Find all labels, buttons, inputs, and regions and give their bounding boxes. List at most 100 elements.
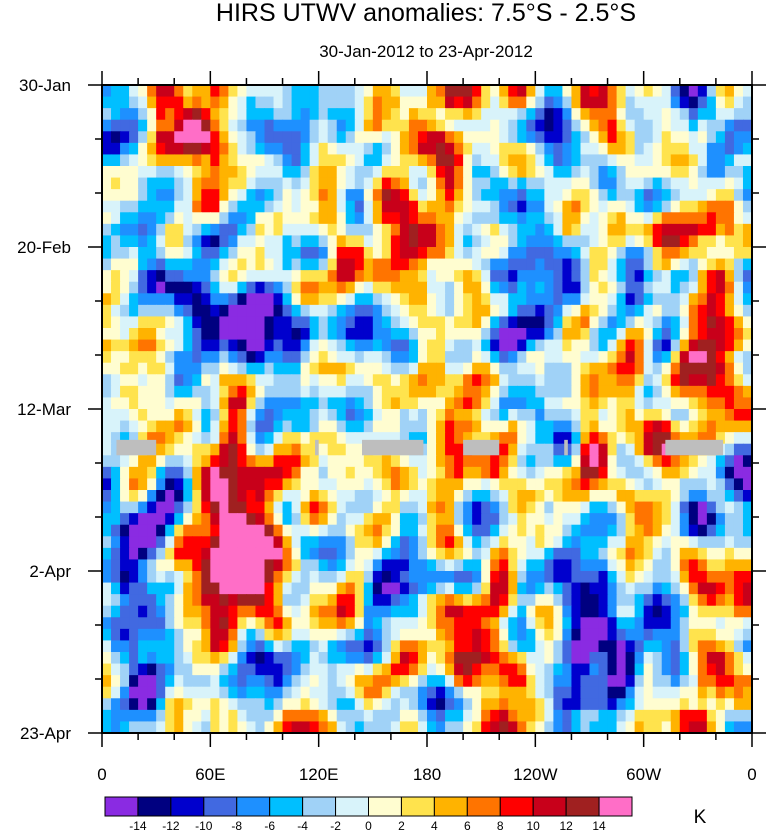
heatmap-cell: [517, 189, 527, 202]
heatmap-cell: [643, 119, 654, 132]
heatmap-cell: [417, 513, 428, 526]
heatmap-cell: [571, 536, 582, 549]
heatmap-cell: [156, 605, 166, 618]
heatmap-cell: [210, 177, 220, 190]
heatmap-cell: [399, 455, 410, 468]
heatmap-cell: [463, 652, 473, 665]
heatmap-cell: [345, 362, 356, 375]
heatmap-cell: [120, 490, 130, 503]
heatmap-cell: [706, 397, 717, 410]
heatmap-cell: [327, 247, 338, 260]
heatmap-cell: [715, 547, 726, 561]
heatmap-cell: [571, 547, 582, 561]
heatmap-cell: [697, 131, 708, 144]
heatmap-cell: [237, 640, 248, 653]
heatmap-cell: [273, 119, 284, 132]
heatmap-cell: [399, 675, 410, 688]
heatmap-cell: [192, 142, 202, 156]
heatmap-cell: [210, 663, 220, 676]
heatmap-cell: [454, 501, 464, 514]
heatmap-cell: [724, 490, 735, 503]
heatmap-cell: [291, 652, 302, 665]
heatmap-cell: [526, 166, 536, 179]
heatmap-cell: [192, 166, 202, 179]
heatmap-cell: [679, 108, 690, 121]
heatmap-cell: [327, 304, 338, 318]
heatmap-cell: [589, 652, 600, 665]
heatmap-cell: [129, 455, 139, 468]
heatmap-cell: [237, 571, 248, 584]
heatmap-cell: [183, 455, 193, 468]
heatmap-cell: [499, 328, 509, 341]
heatmap-cell: [499, 270, 509, 283]
heatmap-cell: [634, 652, 645, 665]
heatmap-cell: [616, 270, 627, 283]
heatmap-cell: [427, 385, 437, 399]
heatmap-cell: [742, 362, 753, 375]
heatmap-cell: [571, 571, 582, 584]
heatmap-cell: [544, 443, 554, 456]
heatmap-cell: [255, 235, 266, 248]
heatmap-cell: [120, 721, 130, 734]
heatmap-cell: [607, 501, 618, 514]
heatmap-cell: [706, 617, 717, 630]
heatmap-cell: [381, 142, 392, 156]
heatmap-cell: [399, 605, 410, 618]
heatmap-cell: [472, 628, 482, 642]
heatmap-cell: [381, 316, 392, 329]
heatmap-cell: [129, 247, 139, 260]
heatmap-cell: [192, 362, 202, 375]
heatmap-cell: [300, 443, 311, 456]
heatmap-cell: [201, 397, 211, 410]
heatmap-cell: [309, 490, 320, 503]
heatmap-cell: [742, 420, 753, 433]
heatmap-cell: [607, 721, 618, 734]
heatmap-cell: [183, 698, 193, 711]
heatmap-cell: [553, 328, 564, 341]
heatmap-cell: [652, 374, 663, 387]
heatmap-cell: [580, 235, 591, 248]
heatmap-cell: [625, 316, 636, 329]
heatmap-cell: [706, 432, 717, 445]
heatmap-cell: [381, 420, 392, 433]
heatmap-cell: [589, 455, 600, 468]
heatmap-cell: [733, 617, 744, 630]
heatmap-cell: [318, 686, 329, 699]
heatmap-cell: [598, 663, 609, 676]
heatmap-cell: [553, 409, 564, 422]
heatmap-cell: [219, 559, 229, 572]
heatmap-cell: [111, 339, 121, 352]
heatmap-cell: [715, 339, 726, 352]
heatmap-cell: [192, 316, 202, 329]
heatmap-cell: [706, 96, 717, 109]
heatmap-cell: [165, 108, 175, 121]
colorbar-tick-label: -8: [231, 819, 242, 833]
heatmap-cell: [535, 339, 545, 352]
heatmap-cell: [273, 605, 284, 618]
heatmap-cell: [300, 466, 311, 480]
heatmap-cell: [706, 686, 717, 699]
heatmap-cell: [372, 652, 383, 665]
heatmap-cell: [120, 374, 130, 387]
heatmap-cell: [724, 362, 735, 375]
x-axis: 0 60E 120E 180 120W 60W 0: [97, 71, 757, 784]
heatmap-cell: [742, 559, 753, 572]
heatmap-cell: [399, 709, 410, 723]
heatmap-cell: [598, 536, 609, 549]
heatmap-cell: [490, 524, 500, 537]
heatmap-cell: [255, 304, 266, 318]
heatmap-cell: [616, 443, 627, 456]
heatmap-cell: [390, 721, 401, 734]
heatmap-cell: [183, 686, 193, 699]
heatmap-cell: [354, 351, 365, 364]
heatmap-cell: [472, 304, 482, 318]
heatmap-cell: [580, 640, 591, 653]
heatmap-cell: [354, 443, 365, 456]
heatmap-cell: [526, 223, 536, 237]
heatmap-cell: [427, 339, 437, 352]
heatmap-cell: [381, 328, 392, 341]
heatmap-cell: [192, 212, 202, 225]
heatmap-cell: [192, 640, 202, 653]
heatmap-cell: [408, 663, 419, 676]
heatmap-cell: [472, 721, 482, 734]
